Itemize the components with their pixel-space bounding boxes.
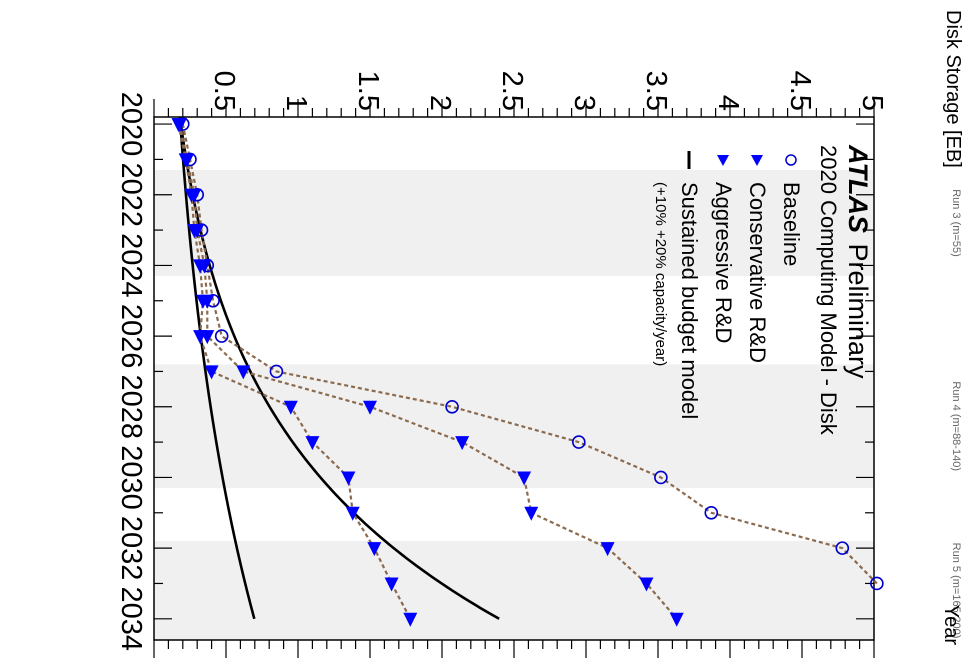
legend-marker-baseline xyxy=(785,154,797,166)
axes: 2020 2022 2024 2026 2028 2030 2032 2034 0.5 1 1.5 2… xyxy=(115,71,888,658)
legend-note: (+10% +20% capacity/year) xyxy=(652,182,669,366)
legend-marker-triangle xyxy=(717,155,729,166)
run-label-1: Run 3 (m=55) xyxy=(950,189,962,257)
y-tick-label: 0.5 xyxy=(208,71,240,111)
aggressive-point xyxy=(187,224,202,239)
series-line-2 xyxy=(178,123,678,620)
run-label-3: Run 5 (m=165-200) xyxy=(950,543,962,639)
y-axis-title: Disk Storage [EB] xyxy=(942,10,964,168)
aggressive-point xyxy=(305,436,320,451)
labels: ATLAS Preliminary 2020 Computing Model -… xyxy=(652,10,964,638)
aggressive-point xyxy=(345,506,360,521)
aggressive-point xyxy=(204,365,219,380)
y-tick-label: 1.5 xyxy=(352,71,384,111)
legend-label: Conservative R&D xyxy=(745,182,770,363)
conservative-point xyxy=(639,577,654,592)
baseline-point xyxy=(704,505,719,520)
y-tick-label: 2 xyxy=(424,95,456,111)
legend-marker-triangle xyxy=(751,155,763,166)
baseline-point xyxy=(571,435,586,449)
y-tick-label: 5 xyxy=(856,95,888,111)
run-bands xyxy=(154,170,874,641)
aggressive-point xyxy=(384,577,399,592)
y-tick-label: 3 xyxy=(568,95,600,111)
chart-title: ATLAS Preliminary xyxy=(843,144,873,379)
aggressive-point xyxy=(184,188,199,203)
aggressive-point xyxy=(193,330,208,345)
x-tick-label: 2030 xyxy=(115,445,147,510)
y-tick-label: 1 xyxy=(280,95,312,111)
chart-subtitle: 2020 Computing Model - Disk xyxy=(816,145,841,436)
aggressive-point xyxy=(171,118,186,133)
y-tick-label: 4 xyxy=(712,95,744,111)
x-tick-label: 2028 xyxy=(115,375,147,440)
baseline-point xyxy=(654,470,668,485)
budget-curve-1 xyxy=(178,116,256,620)
x-tick-label: 2022 xyxy=(115,162,147,227)
x-tick-label: 2024 xyxy=(115,233,147,298)
conservative-point xyxy=(669,612,684,627)
run-band-1 xyxy=(154,170,874,277)
x-axis-title: Year xyxy=(940,605,962,646)
run-band-2 xyxy=(154,364,874,489)
baseline-point xyxy=(269,364,284,379)
conservative-point xyxy=(600,542,615,557)
baseline-point xyxy=(835,541,850,555)
aggressive-point xyxy=(283,400,298,415)
conservative-point xyxy=(524,506,539,521)
legend-label: Sustained budget model xyxy=(677,182,702,419)
conservative-point xyxy=(363,400,377,415)
conservative-point xyxy=(517,471,532,486)
aggressive-point xyxy=(367,542,382,557)
x-tick-label: 2026 xyxy=(115,304,147,369)
legend-label: Baseline xyxy=(779,182,804,266)
y-tick-label: 4.5 xyxy=(784,71,816,111)
aggressive-point xyxy=(195,294,210,309)
y-tick-label: 2.5 xyxy=(496,71,528,111)
baseline-point xyxy=(870,576,884,591)
run-band-3 xyxy=(154,541,874,641)
legend: Baseline Conservative R&D Aggressive R&D Su… xyxy=(652,151,804,419)
aggressive-point xyxy=(193,259,208,274)
baseline-point xyxy=(214,329,229,343)
conservative-point xyxy=(455,436,470,451)
x-tick-label: 2020 xyxy=(115,92,147,157)
run-label-2: Run 4 (m=88-140) xyxy=(950,381,962,471)
aggressive-point xyxy=(403,612,418,627)
legend-label: Aggressive R&D xyxy=(711,182,736,343)
conservative-point xyxy=(236,365,251,380)
aggressive-point xyxy=(341,471,356,486)
baseline-point xyxy=(445,399,459,414)
series-markers xyxy=(171,117,884,627)
y-tick-label: 3.5 xyxy=(640,71,672,111)
x-tick-label: 2034 xyxy=(115,587,147,652)
aggressive-point xyxy=(178,153,193,168)
series-line-3 xyxy=(177,123,412,620)
x-tick-label: 2032 xyxy=(115,516,147,581)
